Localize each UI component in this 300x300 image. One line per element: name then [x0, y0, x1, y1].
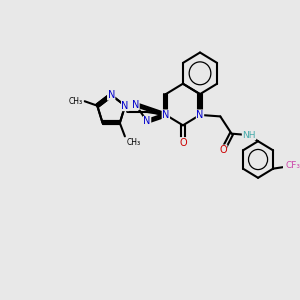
Text: CF₃: CF₃: [285, 161, 300, 170]
Text: N: N: [122, 101, 129, 111]
Text: N: N: [132, 100, 139, 110]
Text: O: O: [179, 138, 187, 148]
Text: N: N: [196, 110, 204, 120]
Text: N: N: [143, 116, 151, 126]
Text: N: N: [162, 110, 169, 120]
Text: O: O: [219, 145, 227, 155]
Text: CH₃: CH₃: [126, 138, 140, 147]
Text: N: N: [107, 90, 115, 100]
Text: NH: NH: [242, 130, 256, 140]
Text: CH₃: CH₃: [69, 97, 83, 106]
